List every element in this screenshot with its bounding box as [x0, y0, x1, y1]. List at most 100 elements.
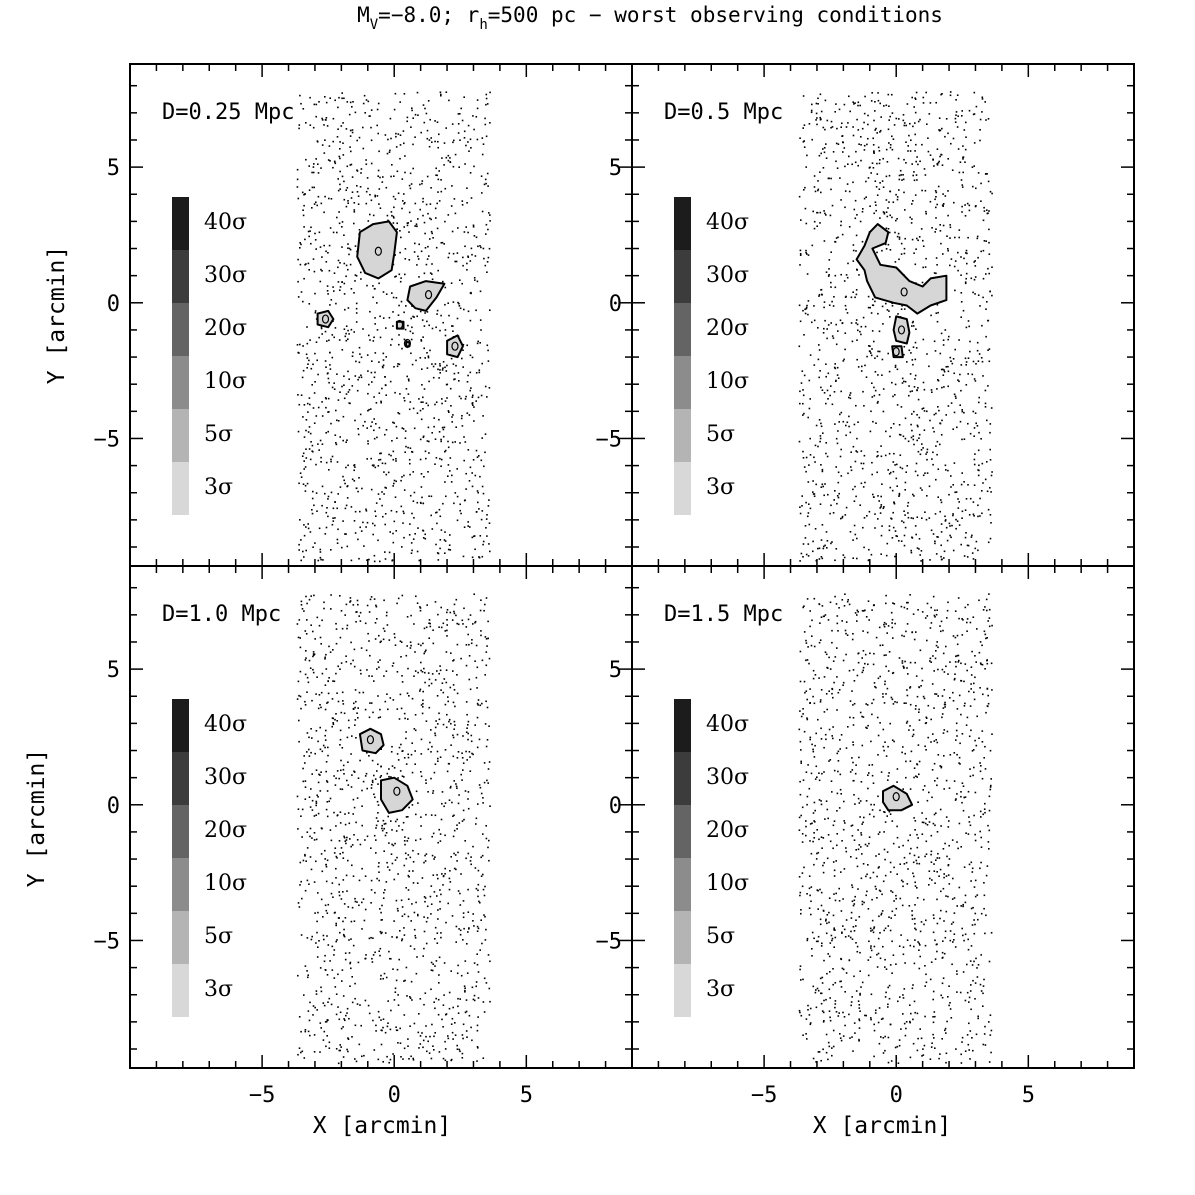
star-point: [873, 394, 876, 397]
star-point: [355, 307, 358, 310]
star-point: [348, 113, 351, 116]
star-point: [421, 319, 424, 321]
star-point: [342, 439, 344, 442]
star-point: [439, 365, 441, 367]
star-point: [911, 429, 913, 432]
star-point: [422, 702, 424, 705]
star-point: [961, 634, 964, 636]
star-point: [344, 952, 347, 954]
star-point: [967, 320, 970, 322]
star-point: [397, 873, 399, 875]
star-point: [978, 431, 980, 434]
star-point: [804, 537, 807, 539]
star-point: [354, 280, 356, 282]
star-point: [387, 815, 389, 818]
star-point: [458, 395, 461, 398]
star-point: [308, 269, 310, 271]
star-point: [384, 834, 387, 837]
star-point: [482, 415, 484, 417]
star-point: [389, 117, 392, 120]
star-point: [481, 153, 484, 156]
star-point: [863, 197, 866, 200]
star-point: [888, 473, 891, 475]
star-point: [447, 154, 450, 157]
star-point: [425, 203, 428, 206]
star-point: [807, 416, 809, 419]
star-point: [840, 475, 843, 477]
star-point: [329, 160, 331, 162]
star-point: [973, 427, 976, 429]
star-point: [376, 877, 378, 880]
star-point: [459, 113, 461, 115]
star-point: [977, 918, 979, 921]
star-point: [316, 141, 319, 143]
star-point: [477, 699, 480, 701]
star-point: [386, 1055, 388, 1058]
star-point: [940, 531, 943, 533]
star-point: [358, 879, 361, 882]
star-point: [840, 871, 842, 873]
star-point: [878, 500, 880, 502]
star-point: [325, 863, 327, 866]
star-point: [886, 215, 889, 218]
star-point: [907, 145, 909, 147]
star-point: [430, 137, 432, 139]
star-point: [387, 219, 389, 222]
star-point: [391, 936, 393, 938]
star-point: [802, 402, 804, 405]
star-point: [898, 189, 900, 191]
star-point: [338, 339, 341, 341]
star-point: [862, 208, 864, 210]
star-point: [972, 410, 975, 413]
star-point: [805, 166, 807, 168]
star-point: [907, 440, 910, 443]
star-point: [857, 421, 859, 423]
star-point: [988, 272, 990, 275]
star-point: [469, 260, 472, 262]
star-point: [855, 150, 857, 153]
colorbar-label: 10σ: [706, 369, 749, 394]
star-point: [911, 218, 913, 220]
star-point: [920, 550, 923, 552]
star-point: [407, 889, 410, 891]
star-point: [480, 919, 482, 921]
star-point: [843, 358, 845, 361]
star-point: [883, 623, 885, 626]
star-point: [373, 560, 376, 563]
star-point: [977, 294, 980, 296]
star-point: [844, 206, 846, 209]
star-point: [489, 960, 491, 963]
star-point: [819, 116, 821, 119]
star-point: [348, 726, 350, 729]
star-point: [303, 468, 305, 470]
star-point: [384, 889, 386, 891]
star-point: [832, 847, 834, 850]
star-point: [480, 329, 482, 331]
star-point: [872, 137, 874, 140]
star-point: [840, 448, 842, 451]
star-point: [416, 501, 419, 504]
star-point: [324, 954, 326, 957]
star-point: [456, 972, 459, 975]
star-point: [489, 805, 491, 807]
star-point: [330, 594, 332, 596]
star-point: [475, 981, 478, 983]
star-point: [806, 718, 809, 721]
star-point: [327, 293, 329, 295]
star-point: [421, 384, 423, 386]
star-point: [469, 389, 471, 392]
star-point: [887, 243, 890, 246]
star-point: [338, 891, 340, 893]
star-point: [870, 993, 873, 996]
panel-frame: [631, 63, 1135, 567]
star-point: [898, 424, 901, 426]
star-point: [976, 341, 979, 344]
star-point: [372, 340, 375, 342]
star-point: [954, 610, 957, 612]
star-point: [366, 669, 368, 671]
star-point: [467, 852, 470, 855]
star-point: [394, 254, 396, 256]
star-point: [440, 936, 442, 939]
star-point: [891, 891, 894, 893]
star-point: [326, 507, 328, 509]
